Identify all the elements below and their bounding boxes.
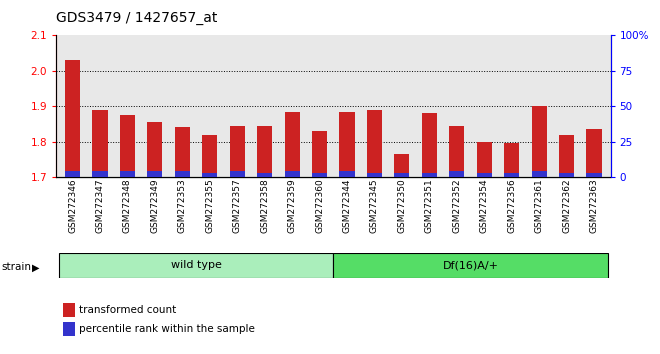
Bar xyxy=(587,173,601,177)
Text: GSM272349: GSM272349 xyxy=(150,178,160,233)
Text: GSM272361: GSM272361 xyxy=(535,178,544,233)
Bar xyxy=(175,127,190,177)
Text: transformed count: transformed count xyxy=(79,305,176,315)
Text: GSM272356: GSM272356 xyxy=(507,178,516,233)
Bar xyxy=(202,173,217,177)
Text: GSM272350: GSM272350 xyxy=(397,178,407,233)
Text: GSM272360: GSM272360 xyxy=(315,178,324,233)
Bar xyxy=(395,173,409,177)
Bar xyxy=(449,126,465,177)
Bar xyxy=(339,171,354,177)
Text: GDS3479 / 1427657_at: GDS3479 / 1427657_at xyxy=(56,11,218,25)
Text: GSM272363: GSM272363 xyxy=(589,178,599,233)
Bar xyxy=(92,171,108,177)
Bar xyxy=(257,126,272,177)
Bar xyxy=(230,126,245,177)
Bar xyxy=(395,154,409,177)
Text: percentile rank within the sample: percentile rank within the sample xyxy=(79,324,255,334)
Bar xyxy=(120,171,135,177)
Bar xyxy=(367,110,382,177)
Bar xyxy=(559,173,574,177)
Bar xyxy=(257,173,272,177)
Text: GSM272358: GSM272358 xyxy=(260,178,269,233)
Bar xyxy=(65,171,80,177)
Text: GSM272351: GSM272351 xyxy=(425,178,434,233)
Text: GSM272346: GSM272346 xyxy=(68,178,77,233)
Bar xyxy=(587,129,601,177)
Bar xyxy=(65,60,80,177)
Bar xyxy=(531,171,546,177)
Bar xyxy=(120,115,135,177)
Text: GSM272344: GSM272344 xyxy=(343,178,352,233)
Bar xyxy=(339,112,354,177)
Text: strain: strain xyxy=(1,262,31,272)
Text: GSM272348: GSM272348 xyxy=(123,178,132,233)
Bar xyxy=(202,135,217,177)
Bar xyxy=(559,135,574,177)
Bar xyxy=(422,173,437,177)
Text: GSM272354: GSM272354 xyxy=(480,178,489,233)
Bar xyxy=(92,110,108,177)
Bar xyxy=(284,171,300,177)
Text: wild type: wild type xyxy=(171,261,222,270)
Bar xyxy=(147,122,162,177)
Bar xyxy=(477,173,492,177)
Bar xyxy=(504,173,519,177)
Text: Df(16)A/+: Df(16)A/+ xyxy=(442,261,498,270)
Bar xyxy=(284,112,300,177)
Bar xyxy=(59,253,333,278)
Bar xyxy=(333,253,608,278)
Text: GSM272359: GSM272359 xyxy=(288,178,296,233)
Text: ▶: ▶ xyxy=(32,262,39,272)
Bar xyxy=(312,131,327,177)
Text: GSM272347: GSM272347 xyxy=(96,178,104,233)
Bar xyxy=(504,143,519,177)
Text: GSM272357: GSM272357 xyxy=(233,178,242,233)
Text: GSM272352: GSM272352 xyxy=(452,178,461,233)
Text: GSM272345: GSM272345 xyxy=(370,178,379,233)
Bar xyxy=(422,113,437,177)
Text: GSM272353: GSM272353 xyxy=(178,178,187,233)
Bar xyxy=(449,171,465,177)
Text: GSM272362: GSM272362 xyxy=(562,178,571,233)
Bar xyxy=(531,106,546,177)
Bar xyxy=(230,171,245,177)
Text: GSM272355: GSM272355 xyxy=(205,178,214,233)
Bar xyxy=(367,173,382,177)
Bar xyxy=(175,171,190,177)
Bar xyxy=(147,171,162,177)
Bar xyxy=(477,142,492,177)
Bar xyxy=(312,173,327,177)
